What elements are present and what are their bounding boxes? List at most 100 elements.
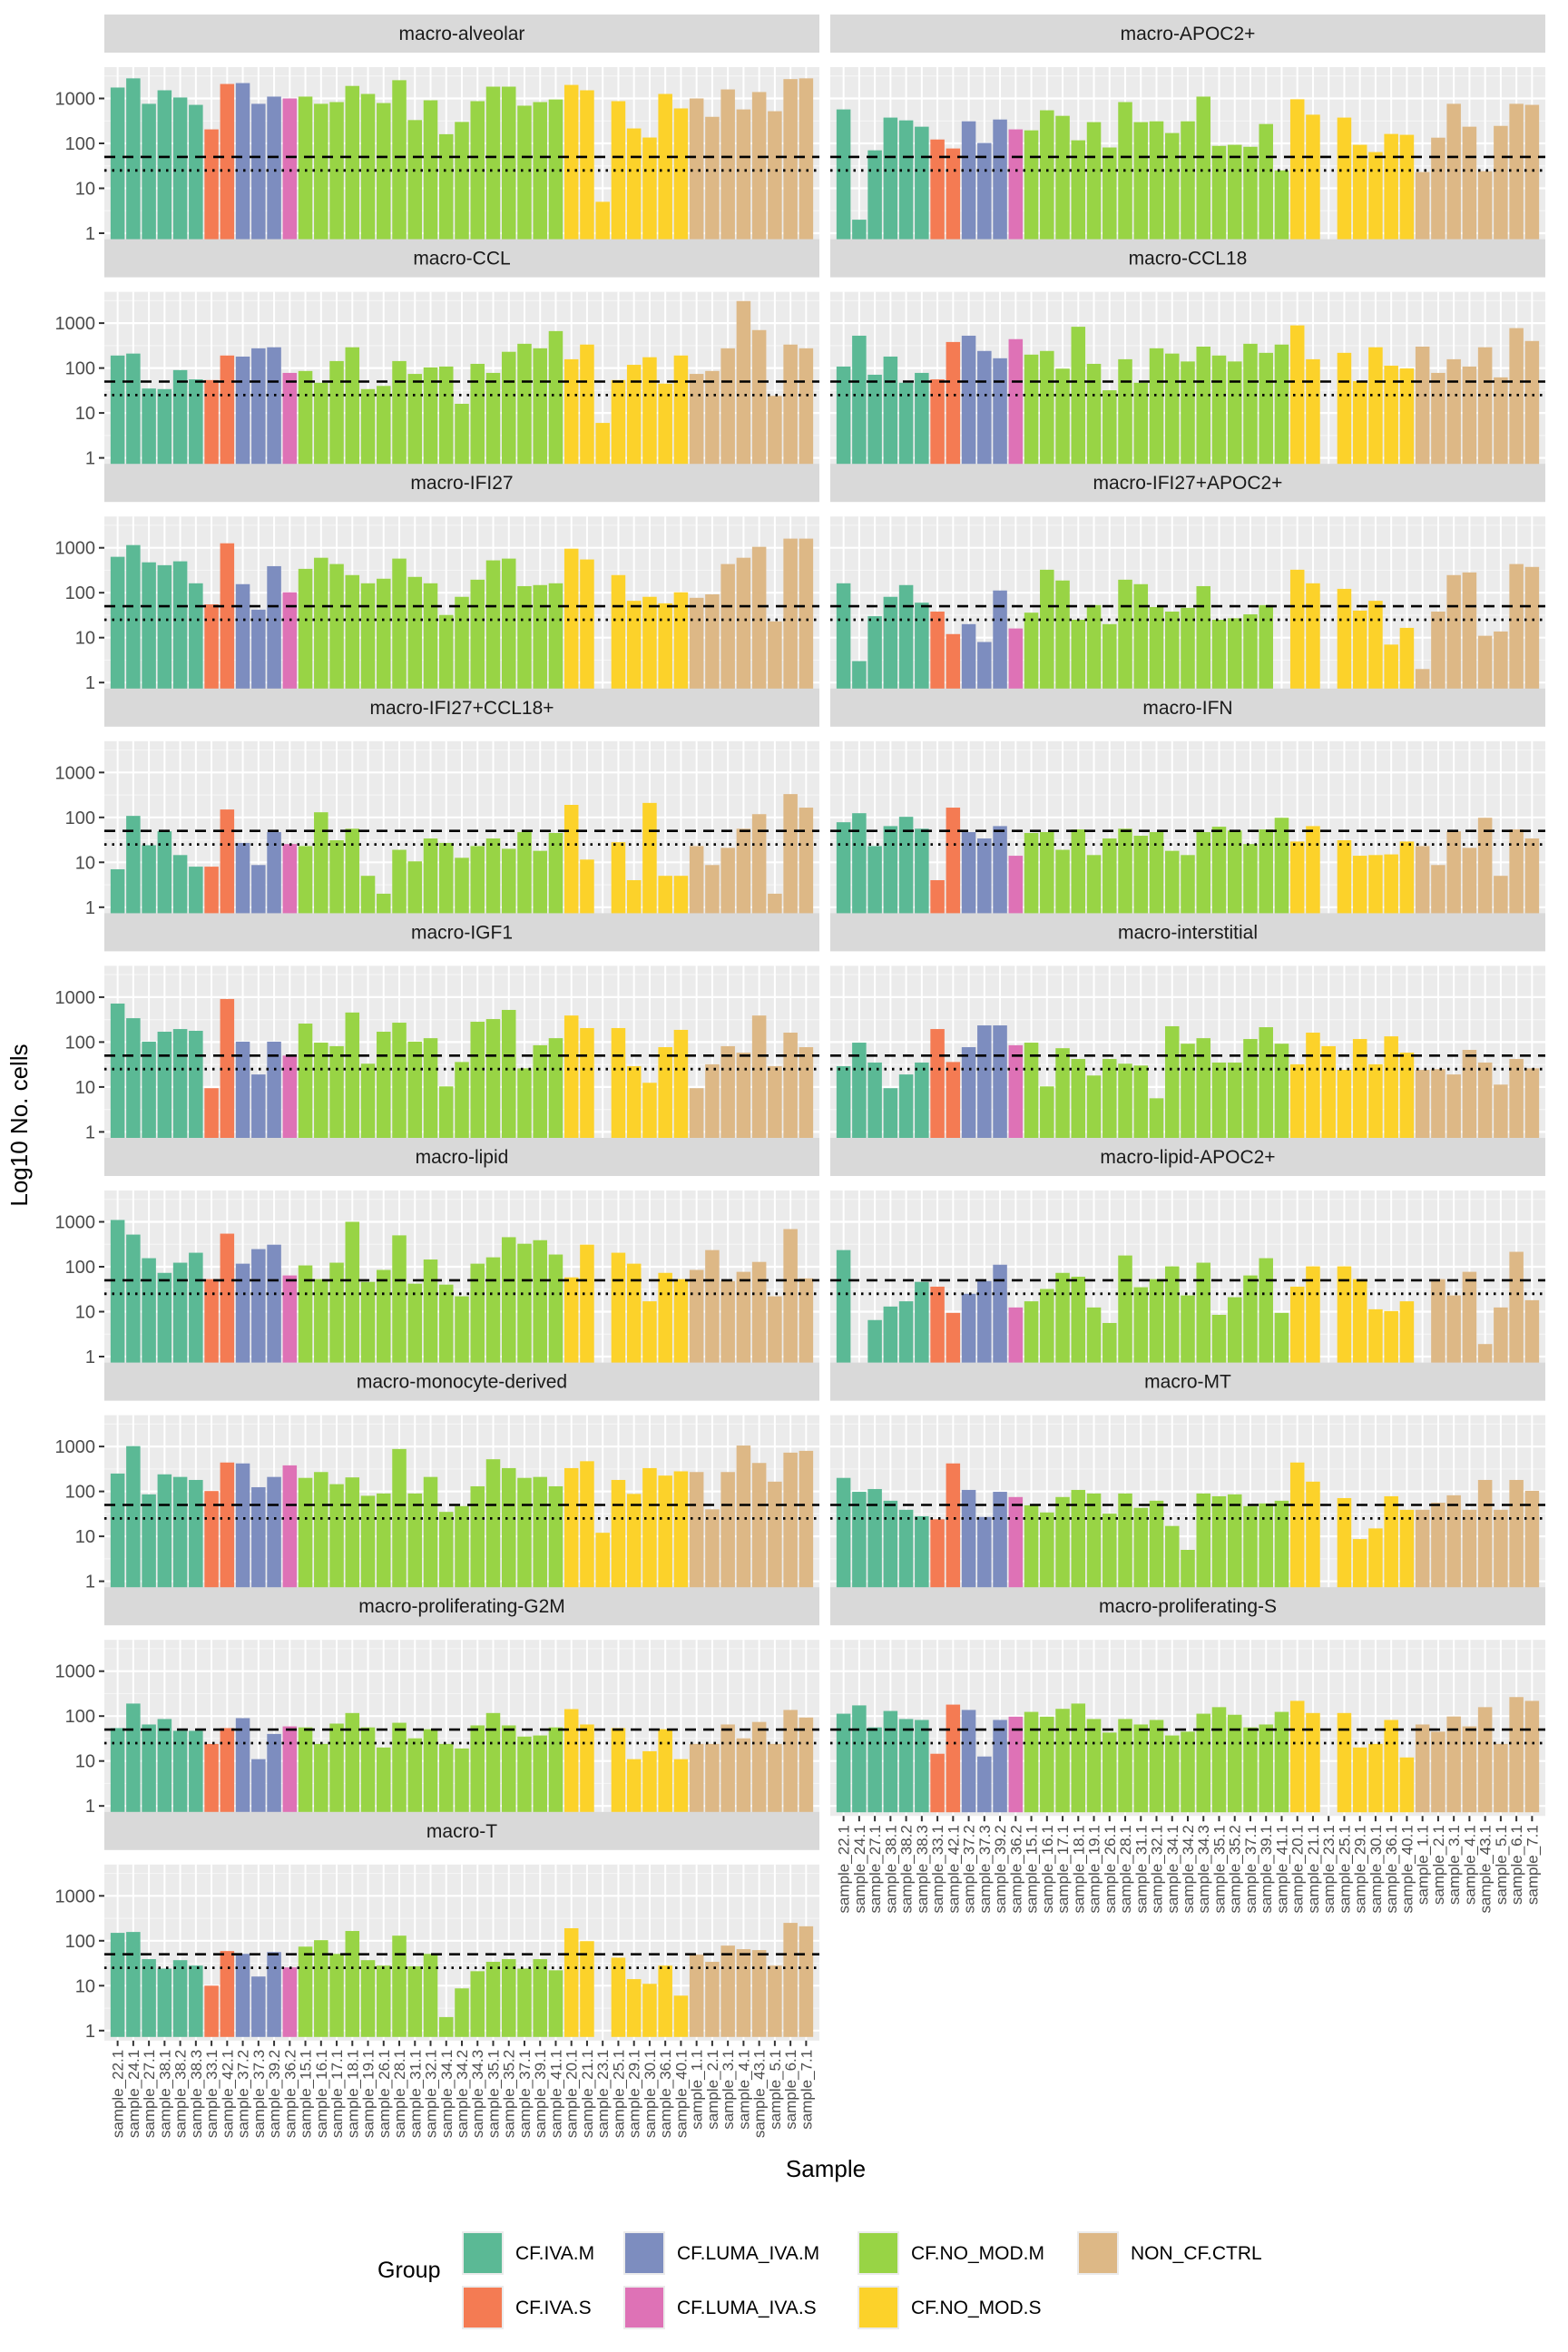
bar [626,128,642,240]
bar [1211,620,1227,690]
bar [314,1043,328,1139]
bar [314,557,328,690]
y-tick-label: 100 [65,1932,95,1952]
x-tick-label: sample_30.1 [642,2050,659,2138]
facet-strip-label: macro-lipid [416,1147,509,1168]
bar [455,596,469,690]
x-tick-label: sample_29.1 [626,2050,643,2138]
bar [282,1055,298,1139]
bar [1164,612,1180,690]
bar [783,1229,798,1363]
bar [883,1500,898,1588]
bar [1181,607,1195,690]
x-tick-label: sample_28.1 [1117,1825,1134,1913]
bar [642,1083,657,1139]
bar [1431,1069,1446,1139]
x-tick-label: sample_36.2 [1007,1825,1024,1913]
x-tick-label: sample_32.1 [423,2050,440,2138]
bar [517,105,532,240]
bar [867,150,882,240]
bar [564,1467,579,1588]
bar [720,848,735,914]
bar [595,201,610,240]
bar [298,1265,313,1363]
bar [689,597,704,690]
bar [1274,170,1289,240]
bar [564,1277,579,1363]
y-tick-label: 1000 [55,763,96,783]
bar [455,858,469,914]
bar [1008,1307,1024,1363]
bar [1415,346,1430,465]
bar [799,538,814,690]
x-tick-label: sample_37.2 [235,2050,252,2138]
x-tick-label: sample_34.2 [1180,1825,1197,1913]
bar [768,1296,782,1363]
x-tick-label: sample_37.3 [976,1825,994,1913]
x-tick-label: sample_35.2 [501,2050,518,2138]
bar [1118,1493,1132,1588]
bar [993,358,1007,465]
bar [235,1041,250,1139]
bar [1024,130,1039,240]
bar [1352,1039,1367,1139]
bar [455,1505,469,1588]
x-tick-label: sample_32.1 [1149,1825,1166,1913]
bar [883,1088,898,1139]
facet-strip-label: macro-MT [1144,1372,1231,1393]
bar [438,366,454,465]
bar [235,83,250,240]
bar [1008,856,1024,914]
bar [267,1952,281,2037]
bar [768,621,782,690]
bar [1211,827,1227,914]
bar [1399,1053,1415,1139]
bar [110,1728,125,1813]
bar [423,1954,438,2037]
bar [1352,1539,1367,1588]
bar [470,1263,485,1363]
bar [1227,1714,1242,1813]
x-tick-label: sample_36.1 [657,2050,674,2138]
bar [1024,1301,1039,1363]
bar [1227,1494,1242,1588]
bar [915,603,929,690]
bar [1431,612,1446,690]
bar [1164,1735,1180,1813]
bar [1196,585,1211,690]
bar [407,374,423,465]
bar [768,1481,782,1588]
x-tick-label: sample_36.1 [1383,1825,1400,1913]
bar [438,133,454,240]
bar [1118,579,1132,690]
facet-panel: macro-CCL18 [830,239,1545,468]
bar [1306,1266,1320,1363]
x-tick-label: sample_26.1 [1102,1825,1119,1913]
bar [564,548,579,690]
bar [642,802,657,914]
bar [993,1025,1007,1139]
bar [836,1066,851,1139]
bar [189,1252,203,1363]
y-tick-label: 10 [75,180,95,200]
x-tick-label: sample_35.2 [1227,1825,1244,1913]
bar [267,96,281,240]
bar [930,1286,945,1363]
x-tick-label: sample_27.1 [867,1825,884,1913]
bar [220,809,235,914]
bar [977,1516,992,1588]
bar [548,832,564,914]
bar [1196,1713,1211,1813]
bar [1274,1711,1289,1813]
bar [946,1463,961,1588]
bar [157,1719,172,1813]
legend-label: CF.NO_MOD.S [911,2298,1042,2318]
bar [1306,583,1320,690]
bar [1399,1509,1415,1588]
bar [689,846,704,914]
bar [172,97,188,240]
x-tick-label: sample_34.1 [1164,1825,1181,1913]
bar [993,1492,1007,1588]
bar [993,590,1007,690]
x-tick-label: sample_24.1 [851,1825,868,1913]
